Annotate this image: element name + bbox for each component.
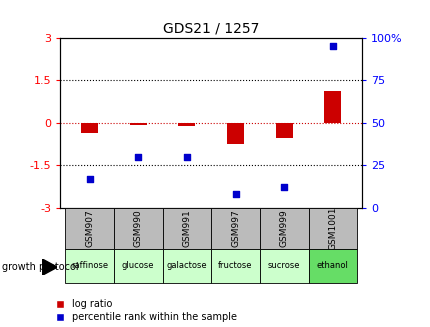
Point: [280, 185, 287, 190]
Title: GDS21 / 1257: GDS21 / 1257: [163, 21, 259, 35]
Text: sucrose: sucrose: [267, 261, 300, 270]
Bar: [81, 123, 98, 132]
Bar: [162, 249, 211, 283]
Text: GSM997: GSM997: [230, 209, 240, 247]
Bar: [114, 208, 162, 249]
Text: GSM907: GSM907: [85, 209, 94, 247]
Text: ethanol: ethanol: [316, 261, 348, 270]
Bar: [178, 123, 195, 126]
Bar: [211, 208, 259, 249]
Bar: [259, 249, 308, 283]
Bar: [227, 123, 243, 144]
Bar: [211, 249, 259, 283]
Bar: [162, 208, 211, 249]
Bar: [129, 123, 146, 125]
Text: growth protocol: growth protocol: [2, 262, 79, 272]
Bar: [114, 249, 162, 283]
Bar: [308, 249, 356, 283]
Text: glucose: glucose: [122, 261, 154, 270]
Point: [231, 191, 238, 197]
Point: [86, 176, 93, 181]
Legend: log ratio, percentile rank within the sample: log ratio, percentile rank within the sa…: [56, 299, 237, 322]
Bar: [275, 123, 292, 138]
Bar: [308, 208, 356, 249]
Text: GSM999: GSM999: [279, 209, 288, 247]
Point: [329, 43, 335, 49]
Text: galactose: galactose: [166, 261, 207, 270]
Text: fructose: fructose: [218, 261, 252, 270]
Text: GSM1001: GSM1001: [328, 206, 337, 250]
Text: GSM990: GSM990: [133, 209, 142, 247]
Bar: [259, 208, 308, 249]
Text: GSM991: GSM991: [182, 209, 191, 247]
Point: [135, 154, 141, 159]
Polygon shape: [42, 259, 57, 275]
Bar: [324, 92, 341, 123]
Point: [183, 154, 190, 159]
Bar: [65, 249, 114, 283]
Text: raffinose: raffinose: [71, 261, 108, 270]
Bar: [65, 208, 114, 249]
